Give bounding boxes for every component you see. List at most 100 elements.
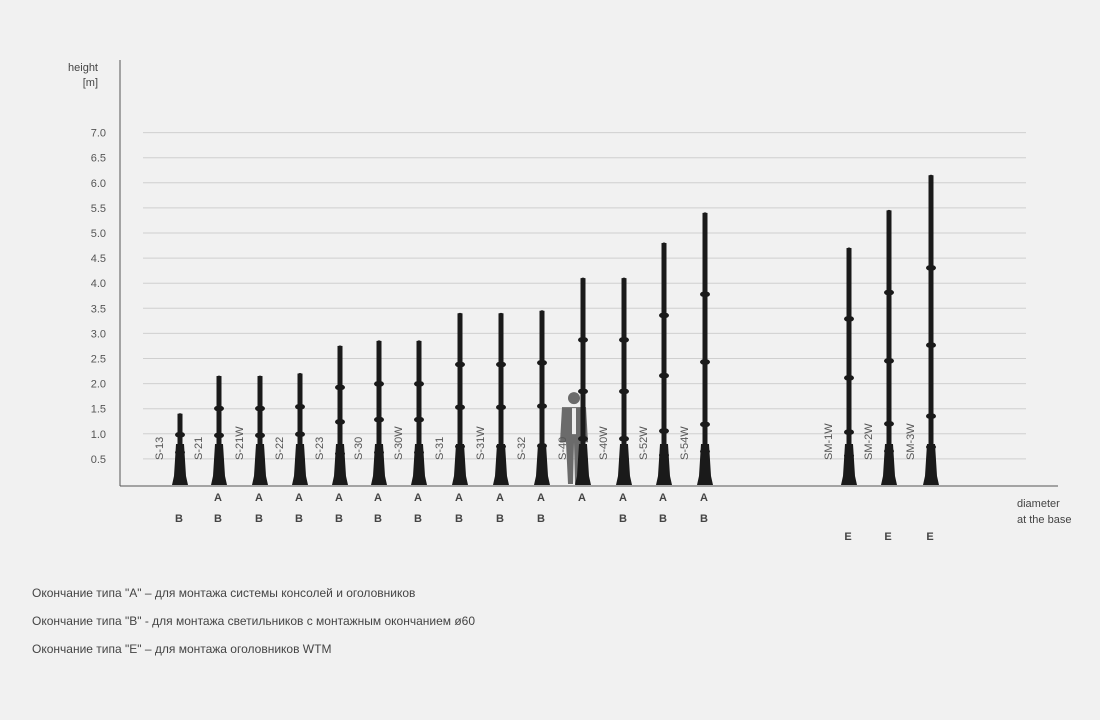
post-sm-3w: SM-3W E	[905, 174, 939, 543]
ending-type-a: A	[374, 492, 382, 504]
post-label: S-23	[314, 437, 326, 460]
post-label: SM-3W	[905, 423, 917, 460]
post-s-40: S-40 A	[557, 277, 591, 504]
x-axis-label-line2: at the base	[1017, 514, 1071, 526]
post-label: S-21W	[234, 426, 246, 460]
y-tick-label: 2.5	[91, 354, 106, 366]
y-tick-label: 3.5	[91, 303, 106, 315]
post-sm-2w: SM-2W E	[863, 209, 897, 543]
ending-type-a: A	[496, 492, 504, 504]
post-base	[252, 444, 268, 485]
ending-type-b: B	[496, 513, 504, 525]
ending-type-e: E	[926, 531, 933, 543]
ending-type-b: B	[255, 513, 263, 525]
post-s-22: S-22 AB	[274, 373, 308, 525]
ending-type-b: B	[659, 513, 667, 525]
y-tick-label: 1.0	[91, 429, 106, 441]
y-axis-label: height	[68, 62, 98, 74]
post-s-40w: S-40W AB	[598, 277, 632, 525]
post-label: S-40W	[598, 426, 610, 460]
y-tick-label: 6.5	[91, 153, 106, 165]
post-sm-1w: SM-1W E	[823, 247, 857, 543]
post-label: S-13	[154, 437, 166, 460]
ending-type-b: B	[619, 513, 627, 525]
post-base	[292, 444, 308, 485]
ending-type-b: B	[175, 513, 183, 525]
y-tick-label: 5.0	[91, 228, 106, 240]
ending-type-b: B	[700, 513, 708, 525]
ending-type-a: A	[619, 492, 627, 504]
post-bar	[580, 278, 586, 484]
post-s-52w: S-52W AB	[638, 242, 672, 525]
post-s-21w: S-21W AB	[234, 375, 268, 525]
ending-type-b: B	[295, 513, 303, 525]
post-bar	[661, 243, 667, 484]
ending-type-e: E	[884, 531, 891, 543]
post-label: S-21	[193, 437, 205, 460]
legend-ending-a: Окончание типа "A" – для монтажа системы…	[32, 586, 416, 600]
post-s-21: S-21 AB	[193, 375, 227, 525]
post-base	[881, 444, 897, 485]
post-label: S-30W	[393, 426, 405, 460]
post-base	[656, 444, 672, 485]
post-bar	[216, 376, 222, 484]
post-label: SM-1W	[823, 423, 835, 460]
y-tick-label: 0.5	[91, 454, 106, 466]
ending-type-a: A	[295, 492, 303, 504]
post-bar	[376, 340, 382, 484]
post-base	[616, 444, 632, 485]
post-bar	[846, 248, 852, 484]
ending-type-b: B	[455, 513, 463, 525]
legend-ending-e: Окончание типа "E" – для монтажа оголовн…	[32, 642, 332, 656]
y-tick-label: 5.5	[91, 203, 106, 215]
post-bar	[886, 210, 892, 484]
y-tick-label: 6.0	[91, 178, 106, 190]
post-s-30w: S-30W AB	[393, 340, 427, 525]
post-base	[211, 444, 227, 485]
ending-type-b: B	[214, 513, 222, 525]
post-base	[575, 444, 591, 485]
ending-type-b: B	[374, 513, 382, 525]
legend-ending-b: Окончание типа "B" - для монтажа светиль…	[32, 614, 476, 628]
post-s-31w: S-31W AB	[475, 312, 509, 525]
ending-type-b: B	[335, 513, 343, 525]
x-axis-label-line1: diameter	[1017, 498, 1060, 510]
post-label: S-30	[353, 437, 365, 460]
post-bar	[416, 340, 422, 484]
post-label: S-22	[274, 437, 286, 460]
ending-type-a: A	[335, 492, 343, 504]
y-tick-label: 4.5	[91, 253, 106, 265]
post-s-30: S-30 AB	[353, 340, 387, 525]
post-bar	[337, 345, 343, 484]
post-base	[841, 444, 857, 485]
post-s-32: S-32 AB	[516, 310, 550, 525]
y-tick-label: 3.0	[91, 328, 106, 340]
y-tick-label: 7.0	[91, 128, 106, 140]
post-bar	[297, 373, 303, 484]
ending-type-a: A	[214, 492, 222, 504]
y-axis-unit: [m]	[83, 77, 98, 89]
ending-type-a: A	[578, 492, 586, 504]
post-label: S-52W	[638, 426, 650, 460]
post-s-13: S-13 B	[154, 413, 188, 525]
post-base	[923, 444, 939, 485]
post-s-54w: S-54W AB	[679, 212, 713, 525]
y-tick-label: 2.0	[91, 379, 106, 391]
ending-type-a: A	[537, 492, 545, 504]
post-label: S-40	[557, 437, 569, 460]
post-s-31: S-31 AB	[434, 312, 468, 525]
ending-type-a: A	[414, 492, 422, 504]
ending-type-b: B	[414, 513, 422, 525]
ending-type-a: A	[659, 492, 667, 504]
post-label: S-32	[516, 437, 528, 460]
ending-type-b: B	[537, 513, 545, 525]
height-chart: height [m] diameter at the base 0.5 1.0 1.…	[68, 60, 1071, 543]
post-bar	[257, 376, 263, 484]
post-label: S-31W	[475, 426, 487, 460]
ending-type-e: E	[844, 531, 851, 543]
ending-type-a: A	[455, 492, 463, 504]
post-label: S-31	[434, 437, 446, 460]
post-bar	[621, 278, 627, 484]
post-bar	[457, 313, 463, 484]
